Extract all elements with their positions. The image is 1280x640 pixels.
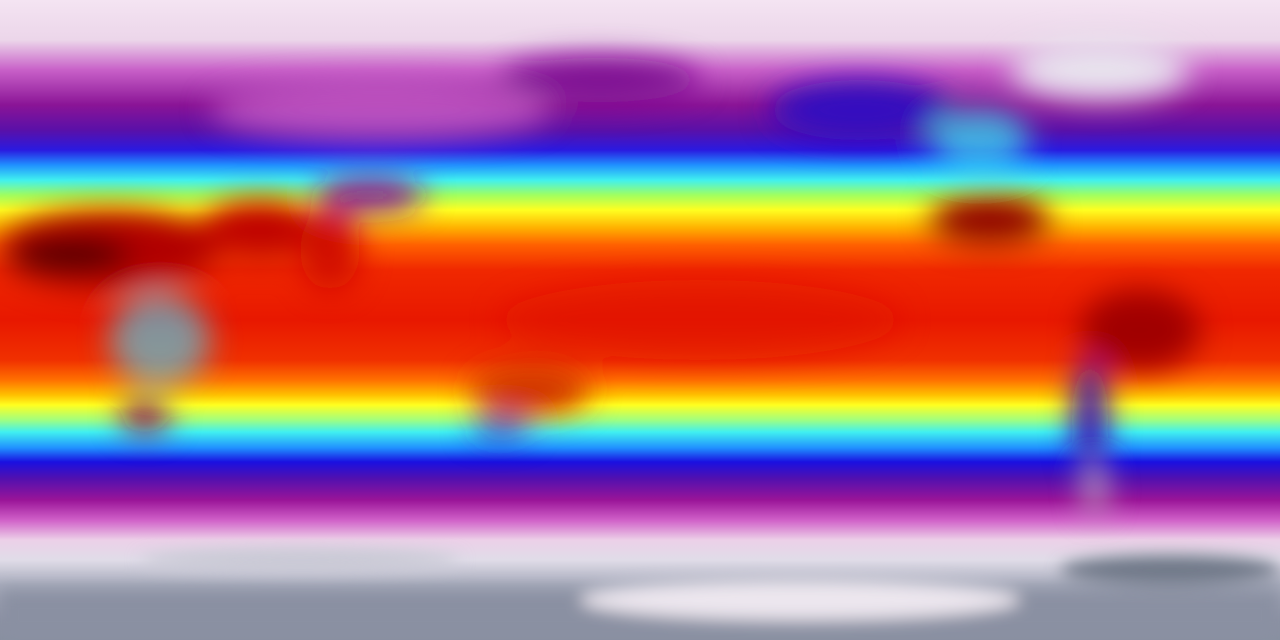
arabia bbox=[200, 200, 320, 260]
andes bbox=[1072, 360, 1108, 480]
india bbox=[300, 210, 360, 290]
patagonia bbox=[1083, 465, 1107, 515]
africa-core bbox=[10, 237, 130, 273]
antarctica bbox=[0, 548, 1280, 640]
north-america bbox=[770, 80, 950, 140]
south-africa bbox=[120, 397, 170, 433]
canada-east bbox=[930, 110, 1030, 170]
australia bbox=[470, 365, 590, 415]
africa-south bbox=[110, 295, 210, 385]
amazon bbox=[1080, 290, 1200, 370]
eurasia-north bbox=[210, 80, 550, 140]
mexico-us bbox=[930, 195, 1050, 245]
greenland bbox=[1010, 40, 1190, 100]
tibet bbox=[315, 177, 425, 213]
warm-pool bbox=[500, 280, 900, 360]
landmasses bbox=[0, 40, 1200, 515]
australia-south bbox=[470, 418, 530, 438]
siberia bbox=[500, 58, 700, 102]
